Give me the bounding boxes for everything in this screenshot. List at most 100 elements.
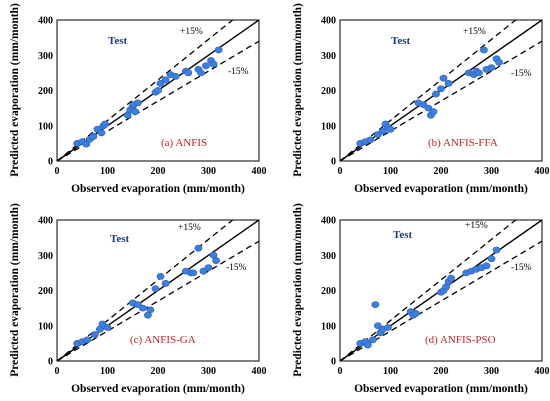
scatter-point (209, 60, 218, 68)
x-tick-labels: 0 100 200 300 400 (338, 166, 550, 177)
y-tick-label: 400 (321, 16, 336, 27)
y-tick-label: 0 (331, 357, 336, 368)
plot-frame (56, 19, 260, 162)
scatter-point (184, 69, 193, 77)
scatter-point (492, 246, 501, 254)
scatter-point (368, 336, 377, 344)
scatter-point (487, 64, 496, 71)
x-tick-label: 200 (434, 366, 449, 377)
scatter-point (214, 46, 223, 54)
y-tick-label: 0 (48, 157, 53, 168)
upper-band-label: +15% (463, 27, 486, 37)
y-tick-label: 100 (38, 321, 53, 332)
x-tick-label: 100 (383, 166, 398, 177)
scatter-point (437, 85, 445, 93)
panel-c: 0 100 200 300 400 0 100 200 300 400 Test +15% -1… (9, 203, 267, 395)
plus-15-line (56, 219, 234, 362)
scatter-point (212, 257, 220, 264)
x-tick-label: 200 (151, 166, 166, 177)
x-tick-label: 0 (55, 366, 60, 377)
x-tick-label: 400 (252, 166, 267, 177)
panel-b: 0 100 200 300 400 0 100 200 300 400 Test +15% -1… (292, 3, 550, 195)
x-tick-label: 300 (484, 166, 499, 177)
x-tick-label: 100 (100, 166, 115, 177)
y-tick-label: 300 (38, 51, 53, 62)
scatter-point (138, 304, 147, 312)
scatter-point (444, 80, 453, 87)
scatter-point (133, 99, 142, 107)
y-tick-label: 400 (38, 16, 53, 27)
x-tick-label: 400 (535, 366, 550, 377)
y-tick-label: 400 (38, 216, 53, 227)
minus-15-line (56, 240, 260, 362)
y-tick-label: 200 (38, 86, 53, 97)
lower-band-label: -15% (511, 69, 532, 79)
x-tick-label: 400 (535, 166, 550, 177)
scatter-points (73, 46, 223, 148)
scatter-point (156, 273, 165, 280)
panel-label: (b) ANFIS-FFA (428, 137, 498, 149)
scatter-point (366, 136, 375, 144)
upper-band-label: +15% (465, 221, 488, 231)
scatter-point (204, 264, 213, 271)
scatter-point (371, 301, 380, 308)
plot-frame (339, 19, 543, 162)
x-tick-label: 100 (100, 366, 115, 377)
y-tick-label: 100 (38, 121, 53, 132)
scatter-point (197, 69, 205, 77)
x-axis-label: Observed evaporation (mm/month) (354, 383, 528, 395)
panel-label: (a) ANFIS (161, 137, 207, 149)
scatter-point (202, 62, 210, 70)
minus-15-line (339, 240, 543, 362)
upper-band-label: +15% (178, 223, 201, 233)
scatter-point (131, 108, 140, 116)
y-tick-label: 100 (321, 321, 336, 332)
panel-d: 0 100 200 300 400 0 100 200 300 400 Test +15% -1… (292, 203, 550, 395)
y-axis-label: Predicted evaporation (mm/month) (292, 3, 304, 177)
x-tick-label: 300 (201, 166, 216, 177)
minus-15-line (56, 40, 260, 162)
test-annotation: Test (393, 229, 412, 241)
scatter-point (447, 274, 455, 282)
y-axis-label: Predicted evaporation (mm/month) (9, 3, 21, 177)
scatter-point (90, 331, 99, 338)
y-tick-labels: 0 100 200 300 400 (38, 216, 53, 368)
y-tick-label: 100 (321, 121, 336, 132)
scatter-point (495, 58, 503, 66)
scatter-point (386, 125, 395, 133)
x-tick-label: 100 (383, 366, 398, 377)
lower-band-label: -15% (511, 263, 532, 273)
scatter-points (356, 46, 503, 147)
scatter-point (480, 46, 488, 54)
panel-label: (d) ANFIS-PSO (425, 334, 496, 346)
y-axis-label: Predicted evaporation (mm/month) (9, 203, 21, 377)
x-axis-label: Observed evaporation (mm/month) (71, 183, 245, 195)
x-tick-label: 0 (338, 166, 343, 177)
plot-frame (56, 219, 260, 362)
scatter-point (429, 108, 438, 116)
x-tick-label: 0 (338, 366, 343, 377)
x-axis-label: Observed evaporation (mm/month) (354, 183, 528, 195)
scatter-point (474, 69, 483, 77)
scatter-point (103, 324, 112, 331)
test-annotation: Test (108, 35, 127, 47)
scatter-points (356, 246, 501, 349)
x-tick-label: 200 (151, 366, 166, 377)
scatter-point (439, 74, 448, 82)
scatter-point (363, 341, 372, 349)
y-tick-label: 200 (321, 86, 336, 97)
scatter-point (82, 140, 91, 148)
scatter-point (154, 87, 162, 94)
scatter-points (73, 244, 220, 347)
scatter-point (146, 306, 155, 314)
scatter-point (482, 262, 491, 270)
scatter-point (384, 324, 392, 331)
scatter-point (411, 310, 420, 317)
x-tick-label: 300 (201, 366, 216, 377)
scatter-point (151, 285, 160, 293)
scatter-point (171, 73, 180, 80)
plot-frame (339, 219, 543, 362)
x-tick-label: 300 (484, 366, 499, 377)
plus-15-line (339, 19, 517, 162)
